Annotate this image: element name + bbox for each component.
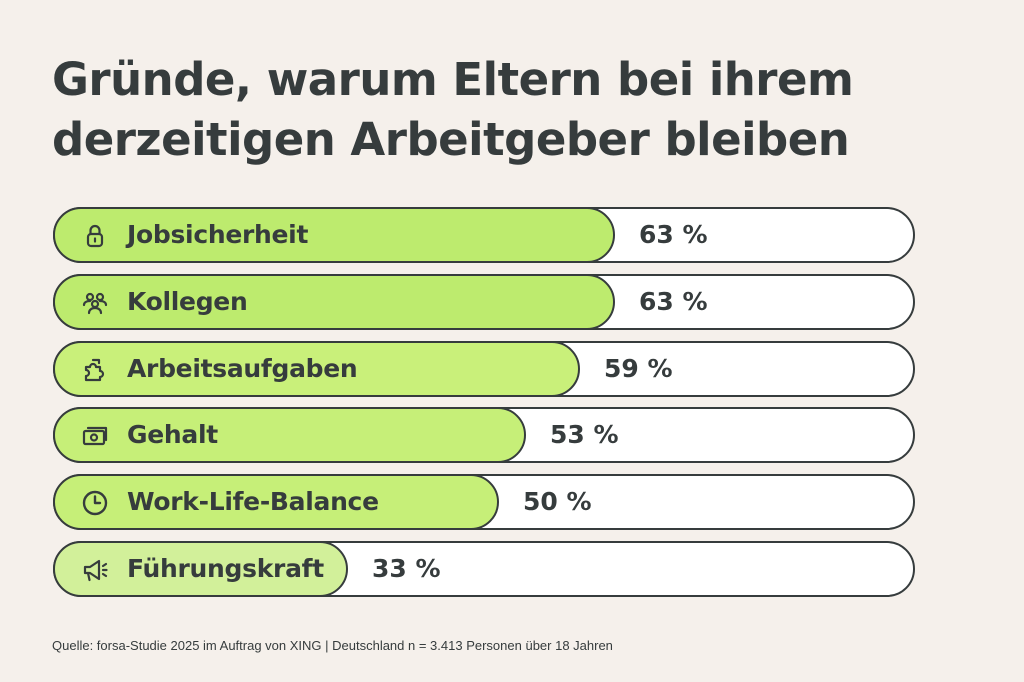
bar-row: Jobsicherheit 63 % <box>53 207 915 263</box>
bar-row: Arbeitsaufgaben 59 % <box>53 340 915 397</box>
bar-value-label: 63 % <box>639 286 708 316</box>
bar-row: Gehalt 53 % <box>53 407 915 464</box>
bar-fill <box>53 273 615 330</box>
source-note: Quelle: forsa-Studie 2025 im Auftrag von… <box>52 638 613 653</box>
bar-row: Kollegen 63 % <box>53 273 915 330</box>
people-icon <box>81 289 109 317</box>
banknote-icon <box>81 422 109 450</box>
bar-label: Arbeitsaufgaben <box>127 353 358 383</box>
bar-label: Führungskraft <box>127 554 324 583</box>
bar-fill <box>53 474 499 531</box>
bar-value-label: 50 % <box>523 487 592 517</box>
puzzle-icon <box>81 356 109 384</box>
bar-value-label: 33 % <box>372 554 441 583</box>
chart-title-line1: Gründe, warum Eltern bei ihrem <box>52 53 854 106</box>
bar-fill <box>53 340 580 397</box>
lock-icon <box>81 222 109 250</box>
bar-fill <box>53 207 615 263</box>
clock-icon <box>81 489 109 517</box>
bar-value-label: 63 % <box>639 220 708 249</box>
bar-label: Kollegen <box>127 286 248 316</box>
bar-value-label: 59 % <box>604 353 673 383</box>
chart-title-line2: derzeitigen Arbeitgeber bleiben <box>52 113 850 166</box>
bar-label: Work-Life-Balance <box>127 487 379 517</box>
megaphone-icon <box>81 556 109 584</box>
bar-row: Work-Life-Balance 50 % <box>53 474 915 531</box>
bar-fill <box>53 541 348 597</box>
bar-row: Führungskraft 33 % <box>53 541 915 597</box>
chart-title: Gründe, warum Eltern bei ihrem derzeitig… <box>52 50 972 170</box>
bar-label: Jobsicherheit <box>127 220 309 249</box>
bar-value-label: 53 % <box>550 420 619 450</box>
bar-label: Gehalt <box>127 420 218 450</box>
bar-fill <box>53 407 526 464</box>
